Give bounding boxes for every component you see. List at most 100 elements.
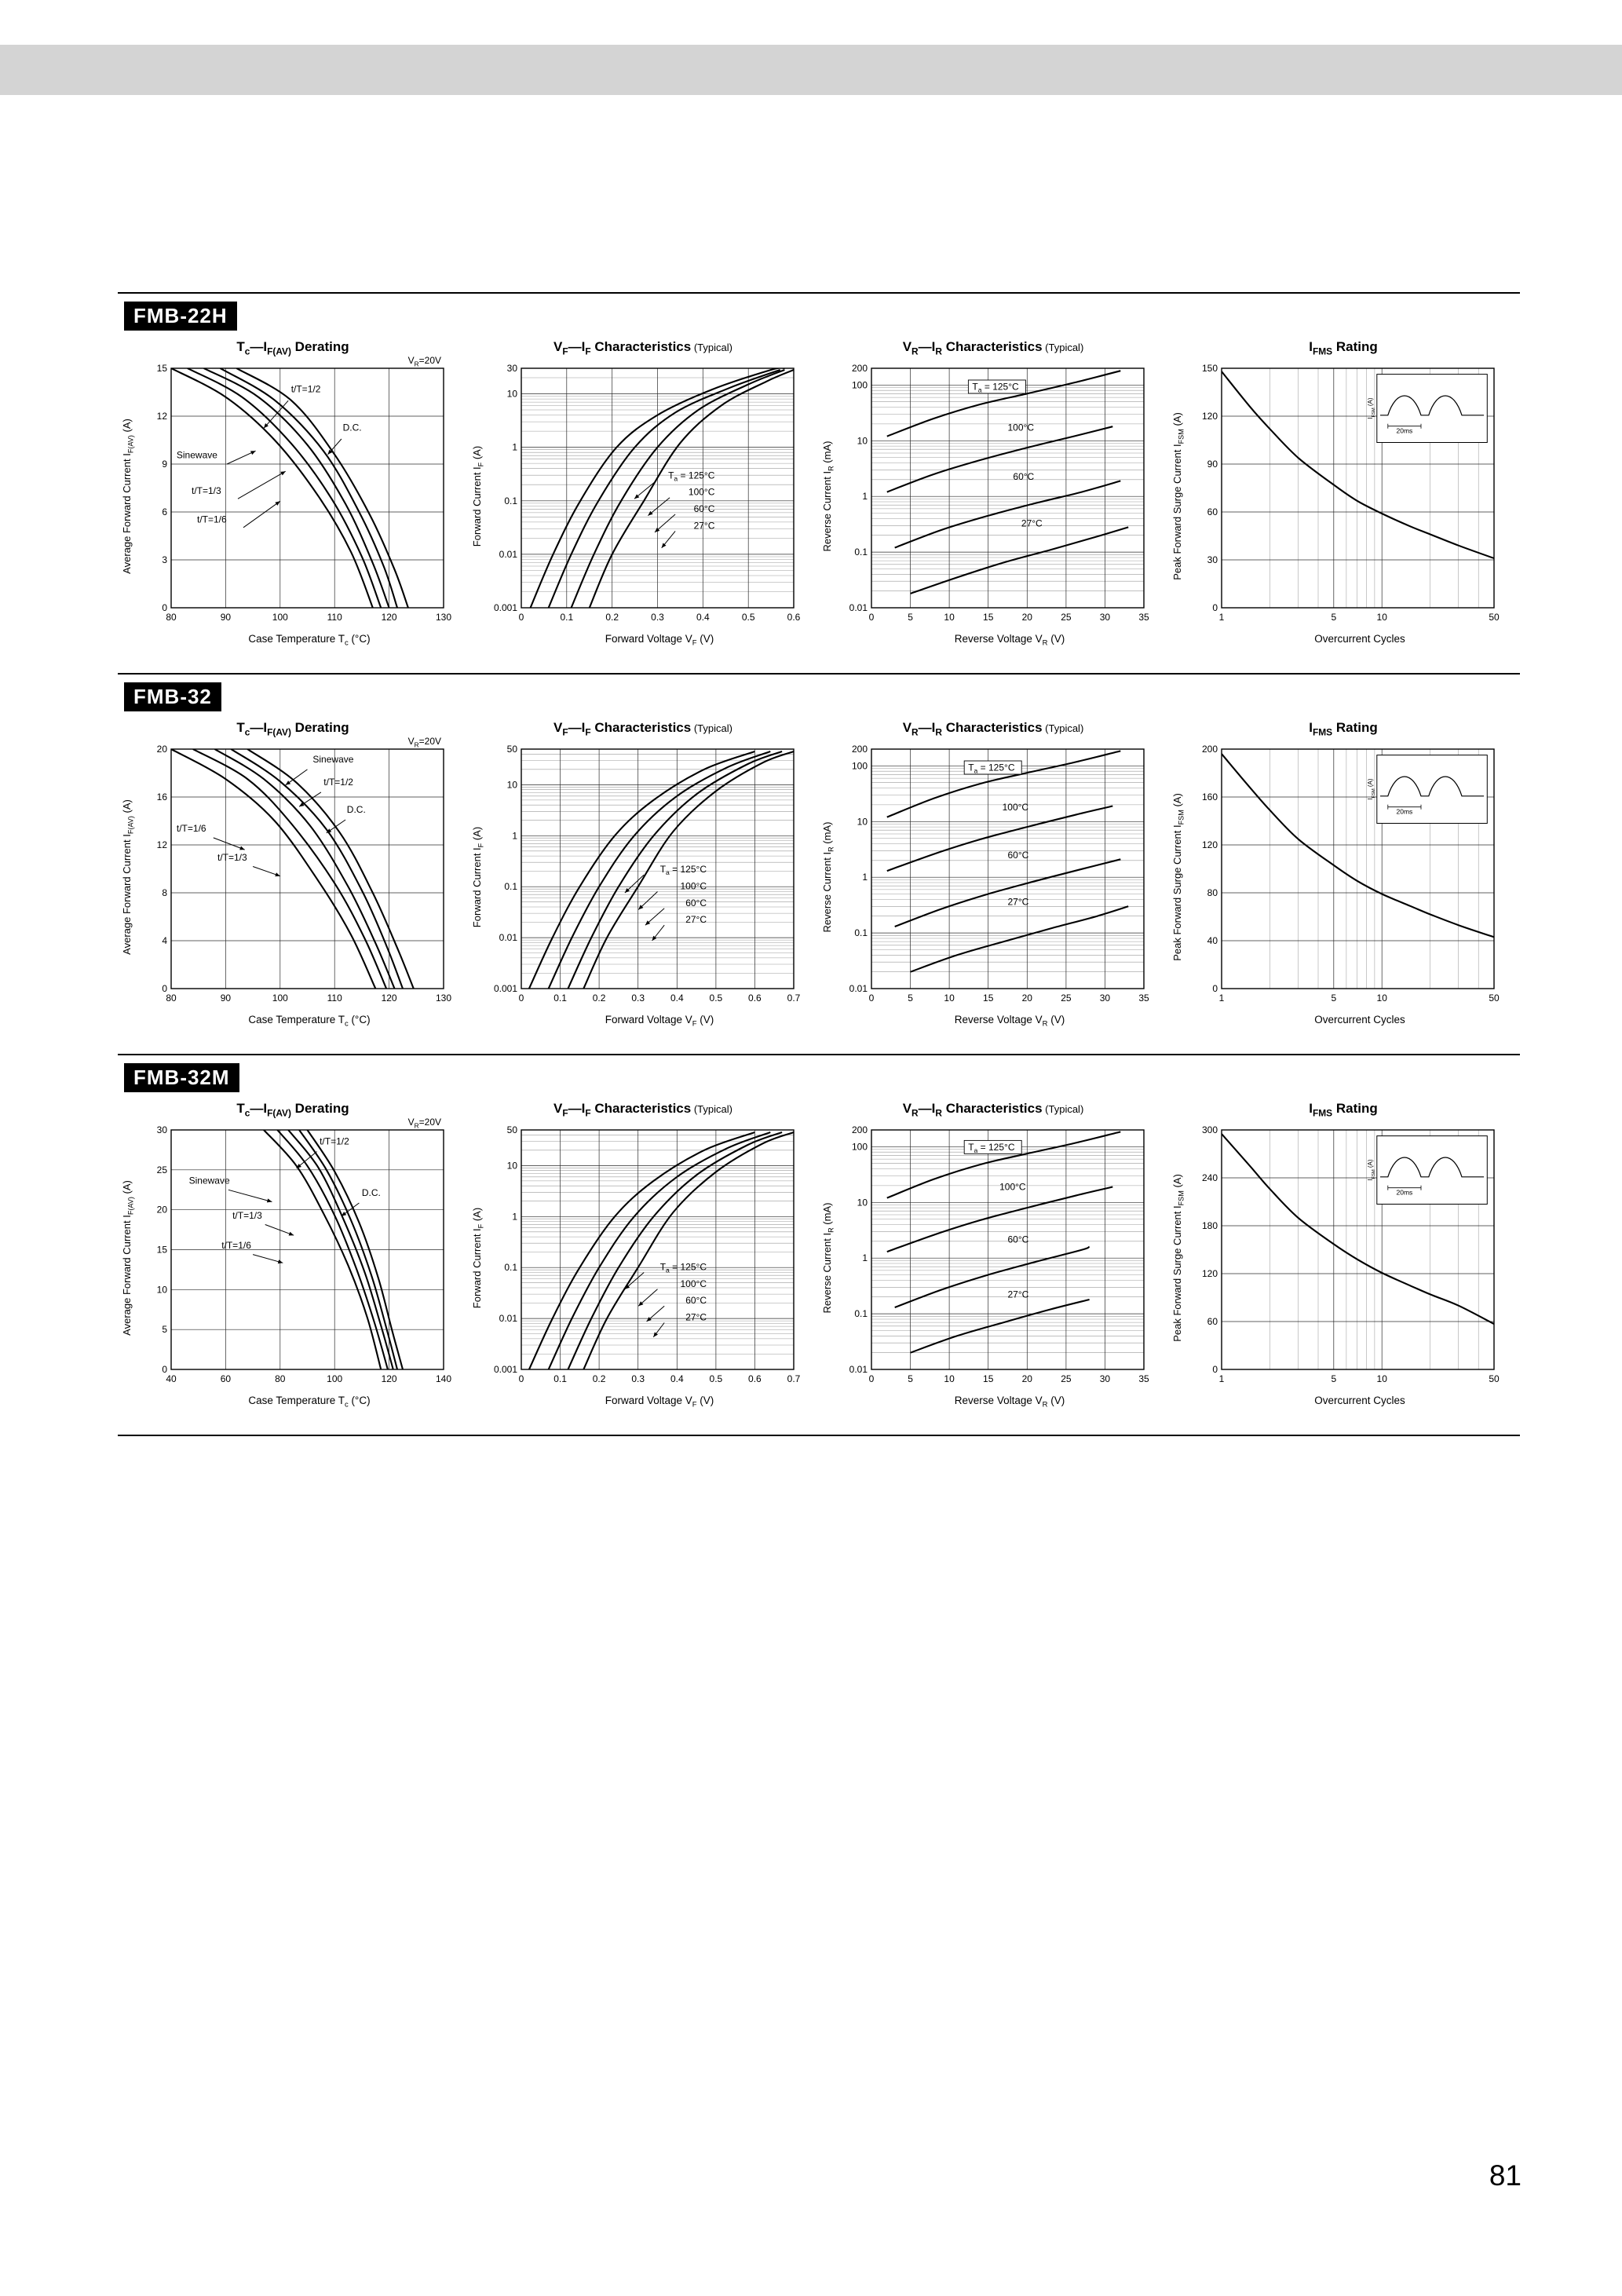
chart-canvas-vf-if: Ta = 125°C 100°C 60°C 27°C 0 0.1 0.2 0.3 0.4 0.5 0… [494, 1124, 801, 1384]
chart-body: Average Forward Current IF(AV) (A) t/T=1/… [118, 360, 468, 631]
x-tick-label: 0.3 [631, 1373, 645, 1384]
curves [886, 1131, 1121, 1354]
y-axis-label: Average Forward Current IF(AV) (A) [118, 741, 135, 1012]
x-tick-label: 90 [221, 612, 232, 623]
curve-label: 27°C [1021, 517, 1043, 528]
curve-label: t/T=1/3 [192, 485, 221, 496]
chart-title-text: VF—IF Characteristics [553, 1101, 692, 1119]
curve-label: 100°C [681, 880, 707, 891]
x-tick-label: 0.3 [651, 612, 664, 623]
chart-vr-ir: VR—IR Characteristics (Typical) Reverse C… [818, 1094, 1168, 1409]
x-tick-label: 80 [275, 1373, 286, 1384]
annotation-arrowhead [277, 1260, 283, 1264]
curve-ta-125c [886, 1131, 1121, 1199]
chart-title: VF—IF Characteristics (Typical) [468, 1094, 818, 1122]
x-tick-label: 0 [869, 612, 875, 623]
curve-60c [894, 480, 1121, 549]
curve-label: 60°C [694, 503, 715, 514]
annotation-leader [237, 470, 286, 499]
curve-label: 27°C [685, 914, 707, 925]
annotation-box [963, 1139, 1022, 1154]
y-tick-label: 120 [1202, 1268, 1218, 1279]
x-axis-label: Case Temperature Tc (°C) [248, 1014, 371, 1029]
chart-title: Tc—IF(AV) Derating VR=20V [118, 332, 468, 367]
chart-title-suffix: (Typical) [691, 342, 732, 353]
x-tick-label: 10 [1377, 993, 1388, 1004]
chart-derating: Tc—IF(AV) Derating VR=20V Average Forward … [118, 1094, 468, 1409]
x-tick-label: 1 [1219, 993, 1225, 1004]
y-tick-label: 0 [162, 983, 167, 994]
x-tick-label: 10 [944, 612, 955, 623]
y-tick-label: 4 [162, 935, 167, 946]
curve-label: 60°C [1013, 471, 1034, 482]
annotation-arrowhead [652, 935, 657, 941]
y-tick-label: 100 [852, 379, 868, 390]
grid-minor [1269, 749, 1479, 989]
curve-label: t/T=1/2 [291, 384, 321, 395]
x-tick-label: 0.7 [787, 1373, 801, 1384]
y-tick-label: 160 [1202, 792, 1218, 803]
y-tick-label: 10 [857, 435, 868, 446]
y-tick-label: 12 [157, 839, 168, 850]
chart-vf-if: VF—IF Characteristics (Typical) Forward C… [468, 332, 818, 647]
y-tick-label: 50 [507, 1124, 518, 1135]
chart-canvas-ifms: 20ms IFSM (A) 1 5 10 50 0 60 120 180 240 300 [1202, 1124, 1500, 1384]
y-tick-label: 3 [162, 554, 167, 565]
y-tick-label: 6 [162, 506, 167, 517]
curve-t-t-1-2 [230, 749, 404, 989]
grid-major [521, 1129, 795, 1370]
chart-canvas-ifms: 20ms IFSM (A) 1 5 10 50 0 40 80 120 160 200 [1202, 744, 1500, 1004]
x-tick-label: 110 [327, 612, 342, 623]
x-axis-label: Forward Voltage VF (V) [605, 1014, 714, 1029]
x-tick-label: 0.1 [560, 612, 573, 623]
x-axis-label: Overcurrent Cycles [1314, 1395, 1405, 1406]
y-tick-label: 20 [157, 744, 168, 755]
curve-label: 100°C [1008, 422, 1035, 433]
curve-ta-125c [528, 1132, 755, 1369]
section-label: FMB-22H [124, 302, 237, 331]
curve-label: t/T=1/6 [197, 514, 227, 525]
plot-border [1221, 748, 1495, 989]
grid-major [521, 367, 795, 609]
chart-title: VF—IF Characteristics (Typical) [468, 332, 818, 360]
y-axis-label: Reverse Current IR (mA) [818, 360, 835, 631]
annotation-arrowhead [661, 543, 667, 548]
chart-ifms: IFMS Rating Peak Forward Surge Current IF… [1168, 332, 1518, 645]
chart-body: Reverse Current IR (mA) Ta = 125°C 100°C 60… [818, 741, 1168, 1012]
x-tick-label: 15 [983, 1373, 994, 1384]
curve-surge [1222, 1133, 1494, 1325]
x-tick-label: 50 [1489, 993, 1500, 1004]
chart-body: Reverse Current IR (mA) Ta = 125°C 100°C 60… [818, 360, 1168, 631]
curve-label: t/T=1/3 [232, 1210, 262, 1221]
annotation-box [967, 379, 1026, 394]
curve-27c [910, 526, 1129, 594]
x-tick-label: 20 [1022, 1373, 1033, 1384]
curve-label: Ta = 125°C [668, 470, 715, 482]
y-tick-label: 0.01 [499, 932, 518, 943]
y-tick-label: 30 [157, 1124, 168, 1135]
y-axis-label-text: Forward Current IF (A) [471, 1207, 485, 1308]
annotation-arrowhead [638, 905, 644, 910]
x-tick-label: 0.5 [710, 993, 723, 1004]
y-tick-label: 30 [507, 363, 518, 374]
y-tick-label: 0.1 [504, 881, 517, 892]
x-tick-label: 130 [436, 993, 451, 1004]
chart-ifms: IFMS Rating Peak Forward Surge Current IF… [1168, 713, 1518, 1026]
curve-100c [886, 805, 1113, 872]
curve-sinewave [287, 1130, 394, 1369]
curve-60c [567, 751, 783, 989]
curve-100c [886, 1186, 1113, 1253]
x-tick-label: 80 [166, 993, 177, 1004]
chart-body: Average Forward Current IF(AV) (A) t/T=1/… [118, 1122, 468, 1393]
curve-t-t-1-3 [192, 749, 388, 989]
chart-title-text: IFMS Rating [1309, 720, 1378, 738]
y-tick-label: 0.1 [504, 495, 517, 506]
x-tick-label: 20 [1022, 993, 1033, 1004]
inset-box [1376, 374, 1488, 444]
chart-body: Reverse Current IR (mA) Ta = 125°C 100°C 60… [818, 1122, 1168, 1393]
chart-body: Average Forward Current IF(AV) (A) Sinewa… [118, 741, 468, 1012]
curve-label: D.C. [362, 1187, 381, 1198]
x-tick-label: 120 [382, 993, 397, 1004]
chart-title-text: VF—IF Characteristics [553, 720, 692, 738]
y-axis-label: Reverse Current IR (mA) [818, 1122, 835, 1393]
